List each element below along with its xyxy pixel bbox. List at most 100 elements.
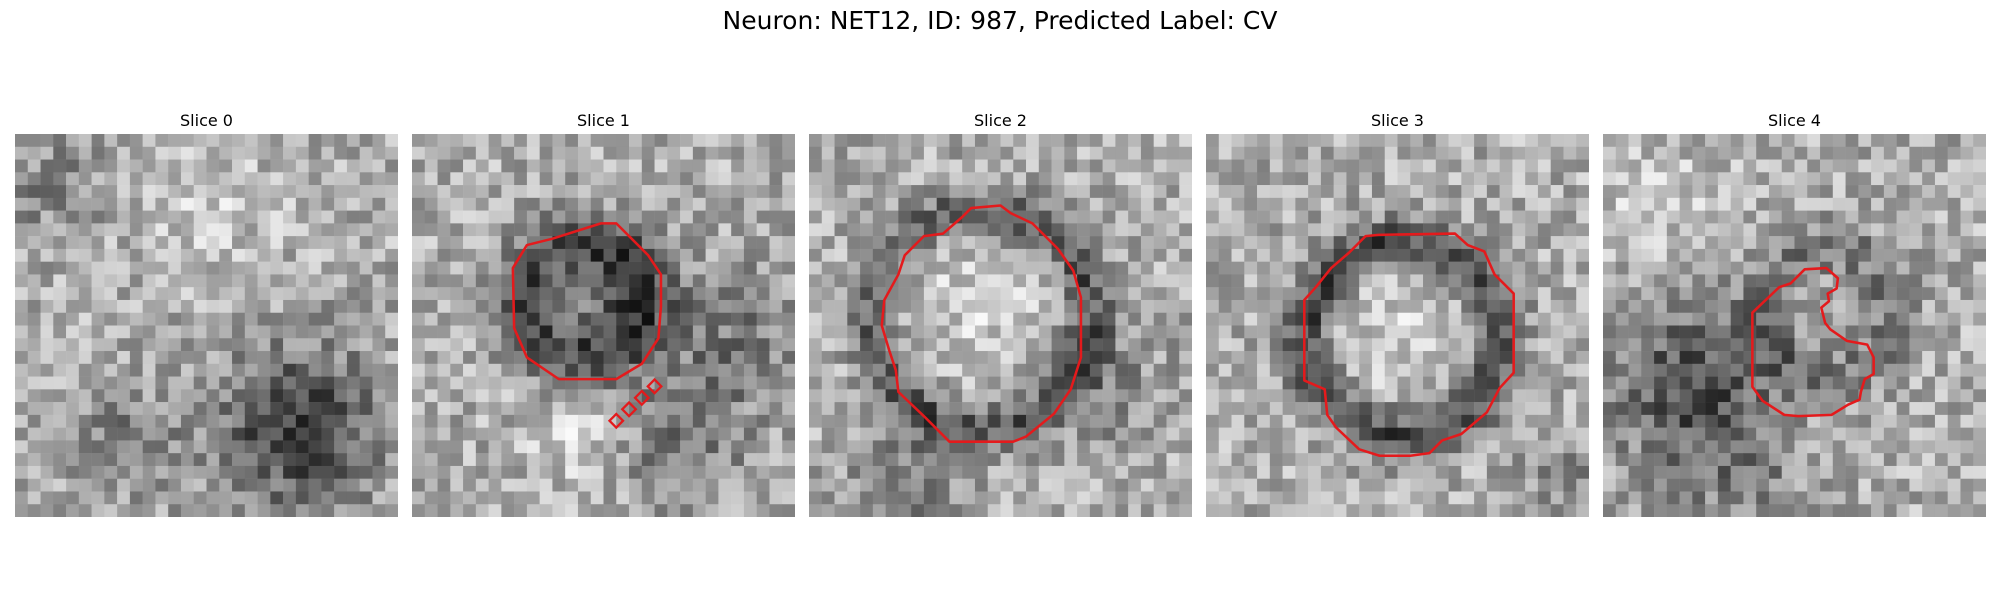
- pixel: [1794, 427, 1808, 441]
- pixel: [1641, 210, 1655, 224]
- pixel: [1461, 274, 1475, 288]
- pixel: [232, 427, 246, 441]
- pixel: [1013, 351, 1027, 365]
- pixel: [616, 172, 630, 186]
- pixel: [1679, 223, 1693, 237]
- pixel: [40, 363, 54, 377]
- pixel: [1000, 427, 1014, 441]
- pixel: [962, 351, 976, 365]
- pixel: [1654, 146, 1668, 160]
- pixel: [53, 287, 67, 301]
- pixel: [1666, 312, 1680, 326]
- pixel: [385, 440, 398, 454]
- pixel: [743, 389, 757, 403]
- pixel: [1820, 414, 1834, 428]
- pixel: [346, 351, 360, 365]
- pixel: [1244, 338, 1258, 352]
- pixel: [1666, 185, 1680, 199]
- pixel: [257, 312, 271, 326]
- pixel: [437, 261, 451, 275]
- pixel: [155, 351, 169, 365]
- pixel: [1628, 159, 1642, 173]
- pixel: [1692, 491, 1706, 505]
- pixel: [463, 172, 477, 186]
- pixel: [372, 453, 386, 467]
- pixel: [1423, 312, 1437, 326]
- pixel: [1206, 376, 1220, 390]
- pixel: [1820, 453, 1834, 467]
- pixel: [1435, 159, 1449, 173]
- pixel: [1461, 440, 1475, 454]
- pixel: [1038, 478, 1052, 492]
- pixel: [1603, 389, 1617, 403]
- pixel: [821, 427, 835, 441]
- pixel: [809, 236, 823, 250]
- pixel: [1794, 248, 1808, 262]
- pixel: [104, 223, 118, 237]
- pixel: [1679, 210, 1693, 224]
- pixel: [1384, 402, 1398, 416]
- pixel: [872, 197, 886, 211]
- pixel: [359, 134, 373, 148]
- pixel: [731, 427, 745, 441]
- pixel: [1499, 427, 1513, 441]
- pixel: [129, 236, 143, 250]
- pixel: [782, 274, 795, 288]
- pixel: [603, 287, 617, 301]
- pixel: [1563, 134, 1577, 148]
- pixel: [809, 376, 823, 390]
- pixel: [1845, 146, 1859, 160]
- pixel: [1947, 402, 1961, 416]
- pixel: [1666, 427, 1680, 441]
- pixel: [872, 210, 886, 224]
- pixel: [372, 465, 386, 479]
- pixel: [1832, 134, 1846, 148]
- pixel: [1435, 172, 1449, 186]
- pixel: [1435, 504, 1449, 517]
- pixel: [372, 376, 386, 390]
- pixel: [40, 248, 54, 262]
- pixel: [129, 134, 143, 148]
- pixel: [641, 478, 655, 492]
- pixel: [1679, 363, 1693, 377]
- pixel: [1615, 159, 1629, 173]
- pixel: [501, 389, 515, 403]
- pixel: [91, 197, 105, 211]
- pixel: [962, 363, 976, 377]
- pixel: [1679, 338, 1693, 352]
- pixel: [514, 197, 528, 211]
- pixel: [488, 389, 502, 403]
- pixel: [782, 261, 795, 275]
- pixel: [1461, 134, 1475, 148]
- pixel: [168, 376, 182, 390]
- pixel: [1883, 248, 1897, 262]
- pixel: [1845, 478, 1859, 492]
- pixel: [488, 172, 502, 186]
- pixel: [1346, 210, 1360, 224]
- pixel: [1896, 299, 1910, 313]
- pixel: [1730, 299, 1744, 313]
- pixel: [1448, 402, 1462, 416]
- pixel: [1576, 312, 1589, 326]
- pixel: [270, 325, 284, 339]
- pixel: [1705, 134, 1719, 148]
- pixel: [821, 287, 835, 301]
- pixel: [1705, 414, 1719, 428]
- pixel: [232, 376, 246, 390]
- pixel: [1206, 236, 1220, 250]
- pixel: [962, 159, 976, 173]
- pixel: [1410, 146, 1424, 160]
- pixel: [782, 414, 795, 428]
- pixel: [1858, 236, 1872, 250]
- slice-image-0: [15, 134, 398, 517]
- pixel: [885, 172, 899, 186]
- pixel: [1218, 453, 1232, 467]
- pixel: [1807, 197, 1821, 211]
- pixel: [1563, 248, 1577, 262]
- pixel: [53, 159, 67, 173]
- pixel: [1692, 465, 1706, 479]
- pixel: [1858, 146, 1872, 160]
- pixel: [334, 223, 348, 237]
- pixel: [860, 465, 874, 479]
- pixel: [424, 504, 438, 517]
